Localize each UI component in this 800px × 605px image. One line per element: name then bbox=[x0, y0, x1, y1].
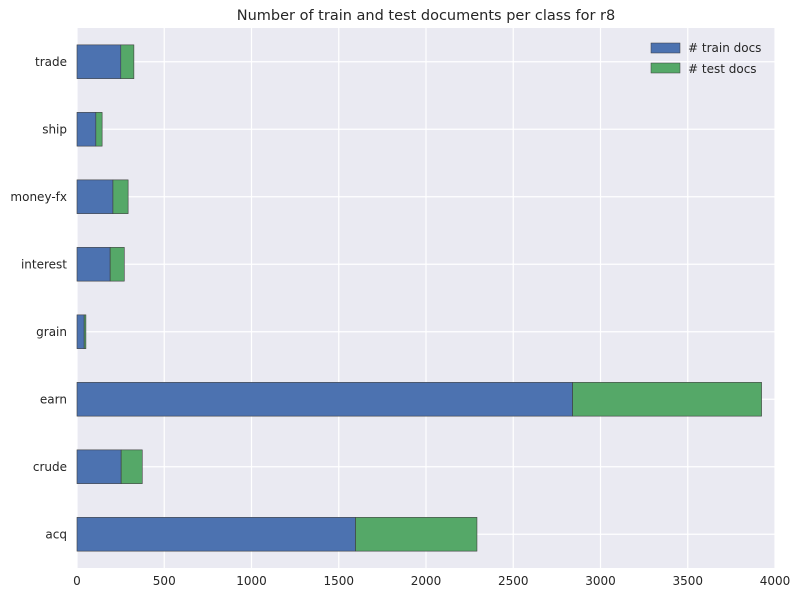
x-tick-label: 4000 bbox=[760, 574, 791, 588]
bar-ship-test bbox=[95, 112, 103, 147]
bar-acq-test bbox=[355, 517, 478, 552]
x-tick-label: 1000 bbox=[236, 574, 267, 588]
bar-trade-test bbox=[120, 44, 135, 79]
bar-interest-test bbox=[109, 247, 125, 282]
chart-title: Number of train and test documents per c… bbox=[237, 8, 616, 24]
y-tick-label: ship bbox=[42, 122, 67, 136]
bar-crude-test bbox=[120, 449, 143, 484]
legend-swatch-train bbox=[650, 42, 681, 54]
x-tick-label: 3000 bbox=[585, 574, 616, 588]
y-tick-label: grain bbox=[36, 325, 67, 339]
y-tick-label: interest bbox=[21, 257, 67, 271]
bar-trade-train bbox=[76, 44, 122, 79]
bar-earn-test bbox=[572, 382, 762, 417]
x-tick-label: 2500 bbox=[498, 574, 529, 588]
y-tick-label: acq bbox=[45, 527, 67, 541]
y-tick-label: trade bbox=[35, 55, 67, 69]
x-tick-label: 3500 bbox=[672, 574, 703, 588]
x-tick-label: 0 bbox=[73, 574, 81, 588]
legend-swatch-test bbox=[650, 62, 681, 74]
bar-acq-train bbox=[76, 517, 356, 552]
legend: # train docs # test docs bbox=[650, 41, 761, 76]
legend-label-train: # train docs bbox=[688, 41, 761, 55]
bar-interest-train bbox=[76, 247, 111, 282]
bar-money-fx-test bbox=[112, 179, 129, 214]
y-axis-tick-labels: acq crude earn grain interest money-fx ship tra… bbox=[10, 55, 67, 542]
bar-grain-train bbox=[76, 314, 85, 349]
bar-earn-train bbox=[76, 382, 573, 417]
y-tick-label: crude bbox=[33, 460, 67, 474]
y-tick-label: earn bbox=[40, 392, 67, 406]
x-axis-tick-labels: 0 500 1000 1500 2000 2500 3000 3500 4000 bbox=[73, 574, 790, 588]
bar-ship-train bbox=[76, 112, 97, 147]
legend-label-test: # test docs bbox=[688, 62, 757, 76]
x-tick-label: 2000 bbox=[411, 574, 442, 588]
bar-money-fx-train bbox=[76, 179, 114, 214]
bar-grain-test bbox=[83, 314, 87, 349]
bar-crude-train bbox=[76, 449, 122, 484]
x-tick-label: 1500 bbox=[323, 574, 354, 588]
y-tick-label: money-fx bbox=[10, 190, 67, 204]
x-tick-label: 500 bbox=[153, 574, 176, 588]
bars bbox=[76, 44, 762, 552]
